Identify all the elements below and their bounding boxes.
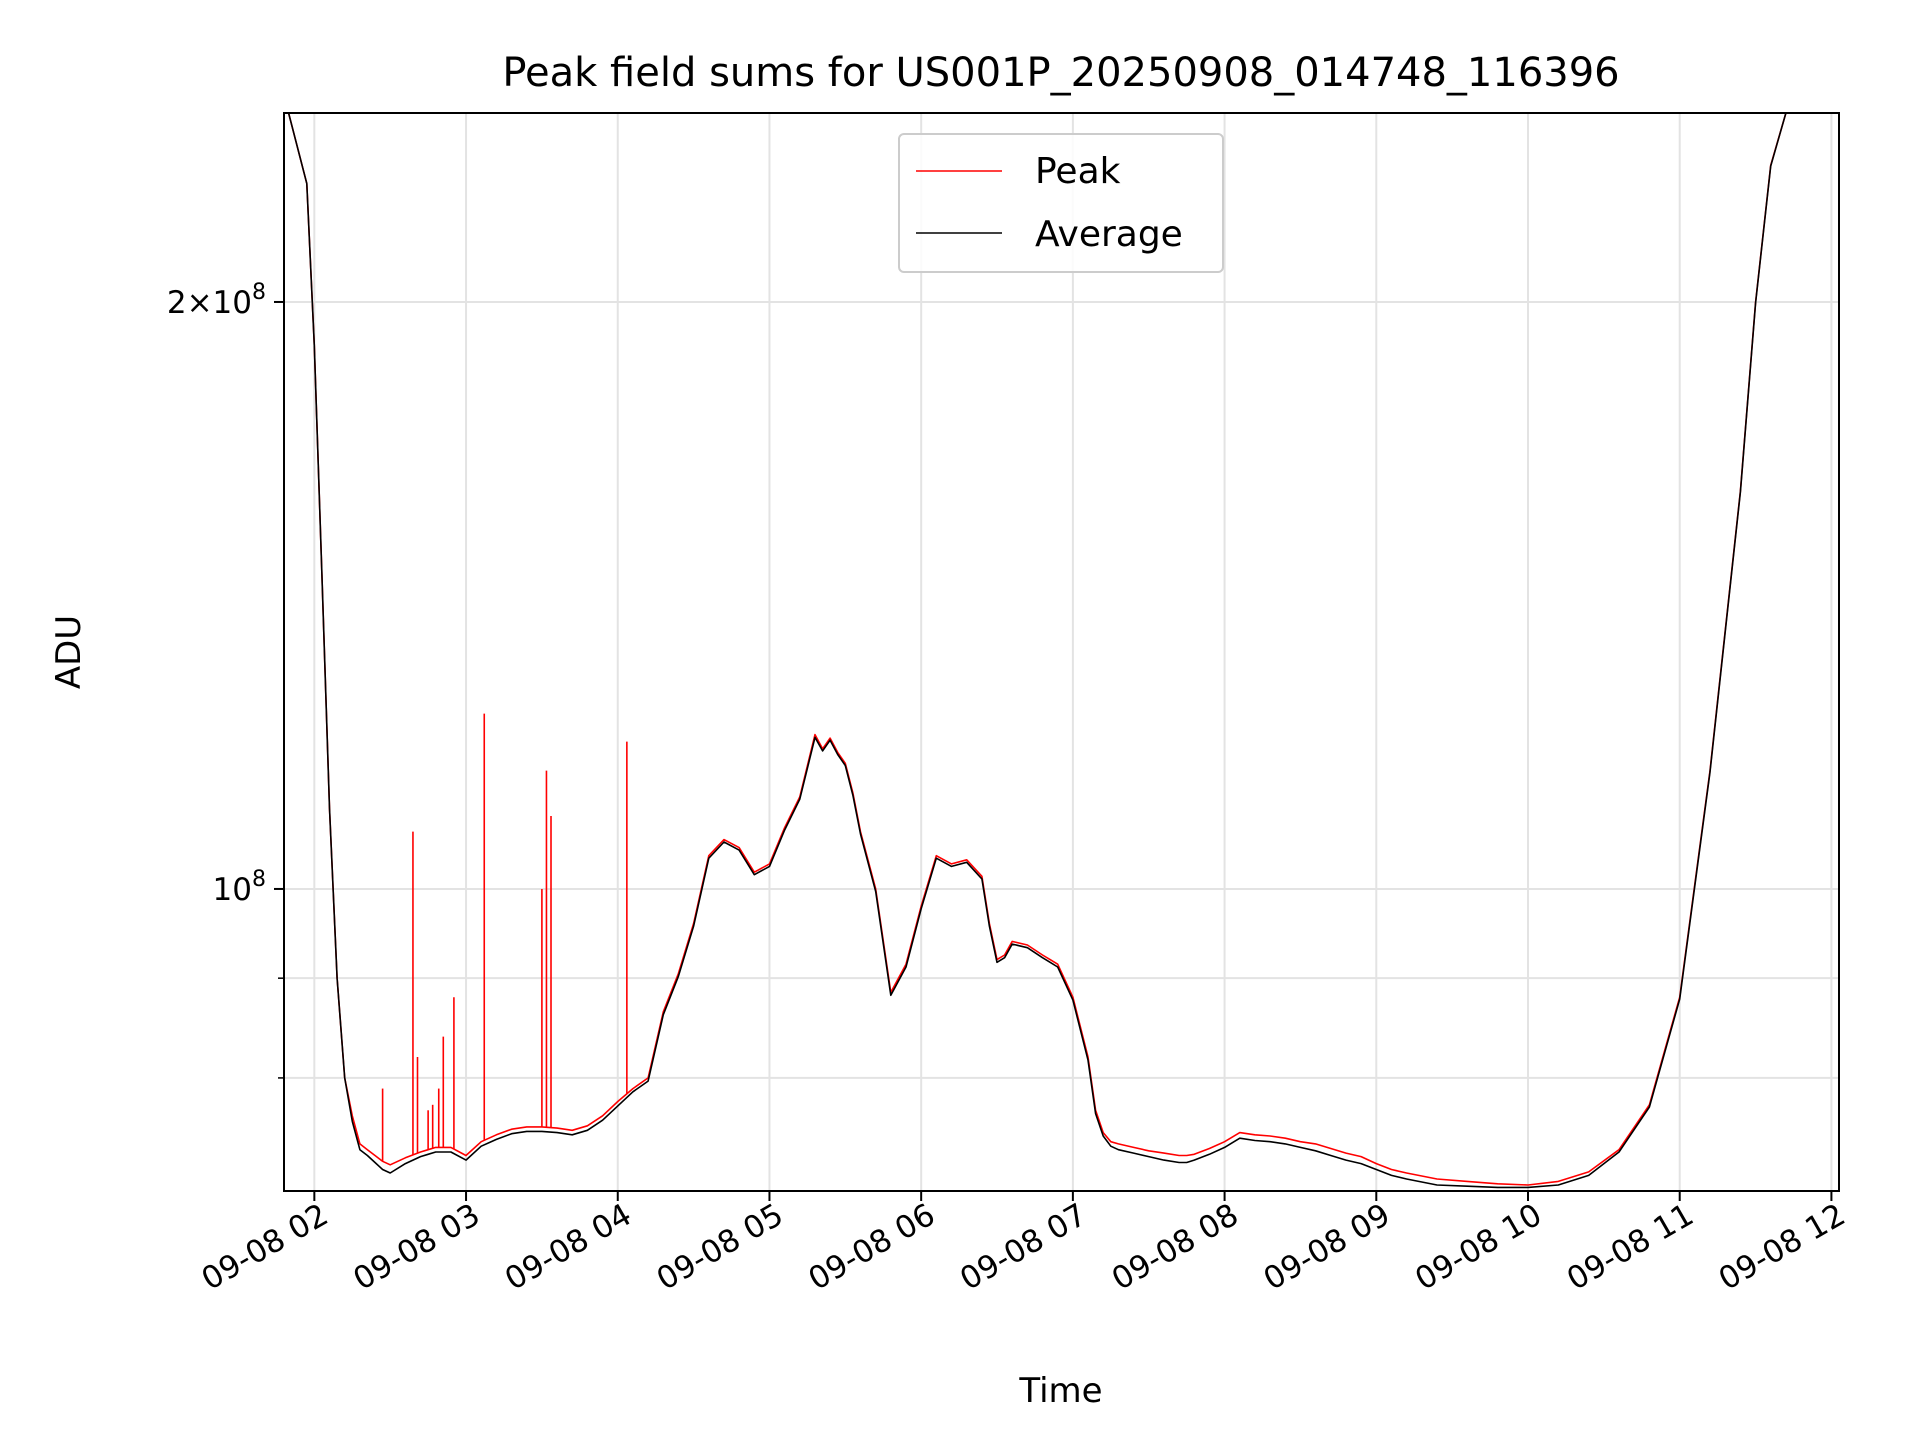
legend-label-average: Average xyxy=(1035,214,1183,255)
series-layer xyxy=(287,113,1794,1189)
y-tick-label: 2×108 xyxy=(167,280,266,321)
legend-label-peak: Peak xyxy=(1035,151,1121,192)
y-axis: 2×108 108 xyxy=(167,280,284,1079)
y-tick-label: 108 xyxy=(213,867,266,908)
legend: Peak Average xyxy=(898,133,1224,273)
chart-title: Peak field sums for US001P_20250908_0147… xyxy=(502,50,1619,96)
plot-frame xyxy=(283,112,1840,1192)
y-axis-label: ADU xyxy=(49,615,89,689)
series-line-average xyxy=(287,113,1794,1189)
series-line-peak xyxy=(287,113,1794,1186)
x-axis-label: Time xyxy=(1018,1371,1102,1411)
legend-box xyxy=(898,133,1224,273)
grid-lines xyxy=(284,113,1839,1191)
